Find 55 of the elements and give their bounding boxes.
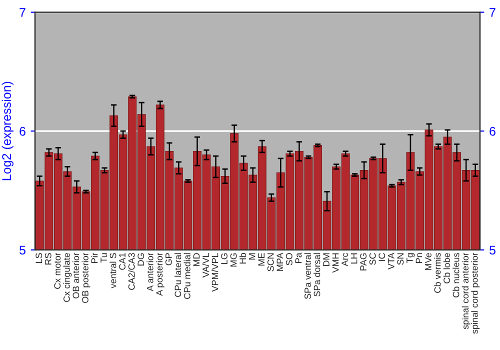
x-tick-label: OB posterior <box>82 252 90 303</box>
x-tick-label: spinal cord posterior <box>471 252 480 334</box>
x-tick-label: Cb nucleus <box>452 253 460 298</box>
x-tick-label: MPA <box>276 252 284 271</box>
x-tick-label: Pn <box>416 253 422 263</box>
x-tick-label: RS <box>44 253 52 264</box>
x-tick-label: Pa <box>295 252 302 263</box>
x-tick-label: SPa dorsal <box>314 253 320 296</box>
y2-tick-label: 5 <box>490 246 496 255</box>
y-axis-title: Log2 (expression) <box>2 82 14 180</box>
x-tick-label: MD <box>193 253 200 266</box>
x-tick-label: SC <box>369 253 376 265</box>
x-tick-label: IC <box>378 253 386 261</box>
x-tick-label: LS <box>36 253 42 263</box>
x-tick-label: MG <box>230 253 237 266</box>
x-tick-label: A anterior <box>146 252 154 292</box>
x-tick-label: Arc <box>342 252 348 266</box>
y-tick-label: 6 <box>20 126 26 136</box>
y2-tick-label: 6 <box>490 126 496 136</box>
y-tick-label: 5 <box>20 246 26 255</box>
x-tick-label: VA/VL <box>202 252 209 278</box>
x-tick-label: PAG <box>360 253 367 270</box>
x-tick-label: ventral S <box>110 253 116 288</box>
x-tick-label: MVe <box>425 253 432 270</box>
x-tick-label: Hb <box>239 253 246 264</box>
x-tick-label: DM <box>323 253 330 266</box>
x-tick-label: CPu lateral <box>174 253 182 297</box>
y-tick-label: 7 <box>20 8 26 17</box>
x-tick-label: A posterior <box>156 252 164 296</box>
x-tick-label: Tu <box>100 253 107 263</box>
x-tick-label: GP <box>165 253 172 266</box>
x-tick-label: CA1 <box>119 253 126 270</box>
x-tick-label: ME <box>258 253 264 266</box>
x-tick-label: SCN <box>267 253 274 272</box>
x-tick-label: Cx cingulate <box>63 253 72 302</box>
x-tick-label: Cb vermis <box>434 253 441 293</box>
x-tick-label: DG <box>138 253 144 266</box>
x-tick-label: OB anterior <box>72 252 80 298</box>
x-tick-label: VMH <box>332 253 339 273</box>
x-tick-label: LH <box>350 253 358 264</box>
x-tick-label: Pir <box>91 252 98 263</box>
x-tick-label: Cb lobe <box>443 253 450 284</box>
x-tick-label: VPM/VPL <box>212 252 218 292</box>
x-tick-label: M <box>248 253 256 260</box>
x-tick-label: VTA <box>388 252 394 270</box>
x-tick-label: CPu medial <box>184 253 190 299</box>
x-tick-label: CA2/CA3 <box>128 253 135 290</box>
x-tick-label: SN <box>397 253 404 265</box>
x-tick-label: LG <box>221 253 228 264</box>
x-tick-label: SO <box>286 253 292 266</box>
y2-tick-label: 7 <box>490 8 496 17</box>
x-tick-label: Tg <box>406 253 415 264</box>
x-tick-label: spinal cord anterior <box>462 252 470 330</box>
x-tick-label: Cx motor <box>54 252 61 289</box>
x-tick-label: SPa ventral <box>304 253 311 299</box>
